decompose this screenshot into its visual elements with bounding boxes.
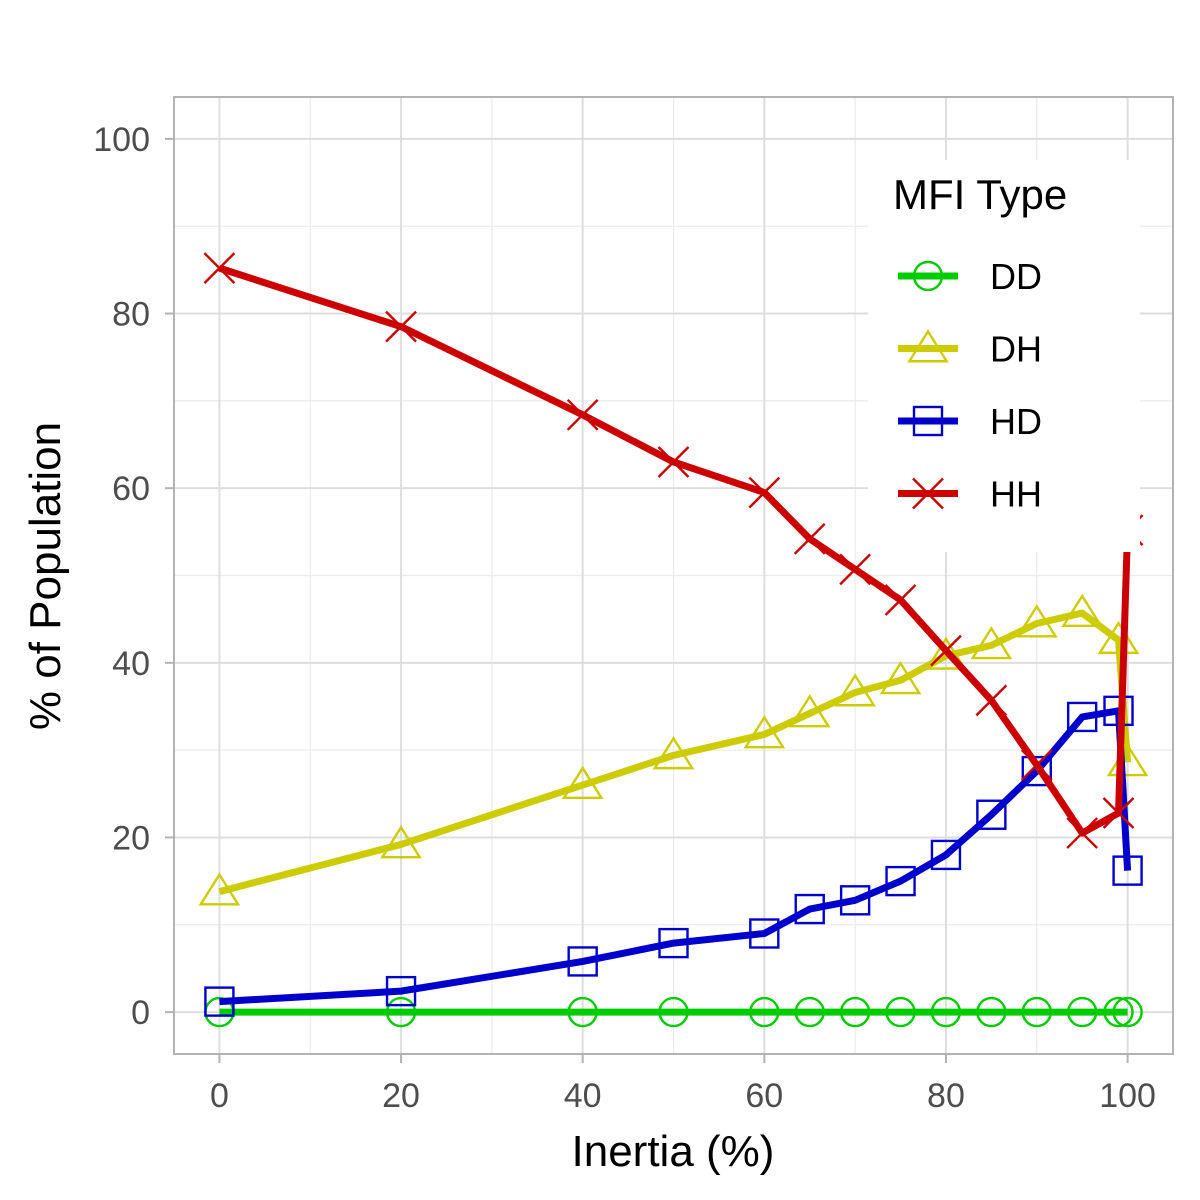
data-point-dh xyxy=(743,715,786,749)
x-axis-title: Inertia (%) xyxy=(572,1127,775,1176)
x-tick-label: 0 xyxy=(210,1077,229,1115)
legend-key-marker xyxy=(912,260,944,292)
data-point-hh xyxy=(1066,817,1099,849)
x-tick-label: 80 xyxy=(927,1077,965,1115)
data-point-hd xyxy=(567,946,598,977)
y-tick-label: 80 xyxy=(112,296,150,334)
y-axis: 0 20 40 60 80 100 xyxy=(93,121,174,1032)
x-axis: 0 20 40 60 80 100 xyxy=(210,1054,1156,1115)
data-point-dd xyxy=(1112,996,1143,1028)
legend-key-marker xyxy=(912,405,944,437)
series-hd xyxy=(204,695,1143,1017)
legend: MFI Type DD DH HD HH xyxy=(868,160,1140,552)
data-point-dh xyxy=(1015,604,1058,638)
data-point-dd xyxy=(885,996,916,1028)
data-point-dd xyxy=(930,996,962,1028)
y-tick-label: 100 xyxy=(93,121,150,159)
data-point-hh xyxy=(930,634,962,667)
data-point-hh xyxy=(1020,749,1053,781)
data-point-hd xyxy=(1021,755,1052,787)
x-tick-label: 20 xyxy=(382,1077,420,1115)
data-point-dd xyxy=(839,996,871,1028)
legend-label: HD xyxy=(990,401,1042,442)
data-point-dd xyxy=(1103,996,1134,1028)
data-point-hd xyxy=(976,799,1007,830)
data-point-dd xyxy=(658,996,689,1028)
data-point-hh xyxy=(385,310,417,343)
legend-item-hd: HD xyxy=(898,401,1042,442)
data-point-dd xyxy=(385,996,417,1028)
data-point-hh xyxy=(793,522,826,555)
data-point-hh xyxy=(975,684,1008,717)
y-tick-label: 20 xyxy=(112,819,150,857)
data-point-hh xyxy=(566,398,599,431)
data-point-hd xyxy=(1112,855,1143,886)
data-point-hh xyxy=(884,584,917,616)
x-tick-label: 40 xyxy=(564,1077,602,1115)
legend-label: DH xyxy=(990,329,1042,370)
data-point-dh xyxy=(561,765,604,800)
data-point-hd xyxy=(839,885,871,916)
legend-item-hh: HH xyxy=(898,474,1042,515)
data-point-dh xyxy=(925,636,967,670)
data-point-dh xyxy=(652,736,695,770)
legend-title: MFI Type xyxy=(893,171,1067,218)
legend-items: DD DH HD HH xyxy=(898,256,1042,515)
y-tick-label: 40 xyxy=(112,645,150,683)
data-point-hd xyxy=(885,865,916,897)
data-point-hd xyxy=(204,986,235,1017)
data-point-dd xyxy=(1021,996,1052,1028)
data-point-hd xyxy=(658,927,689,959)
data-point-dd xyxy=(794,996,825,1028)
y-axis-title: % of Population xyxy=(21,422,70,730)
data-point-hd xyxy=(794,893,825,925)
series-dd xyxy=(204,996,1143,1028)
data-point-dh xyxy=(198,872,241,906)
data-point-dd xyxy=(1066,996,1098,1028)
series-line-hh xyxy=(218,264,1132,837)
data-point-hh xyxy=(203,252,236,284)
legend-key-marker xyxy=(912,477,944,510)
data-point-dd xyxy=(976,996,1007,1028)
data-point-dh xyxy=(1097,620,1140,655)
data-point-hd xyxy=(1066,701,1098,733)
data-point-dd xyxy=(749,996,780,1028)
legend-item-dh: DH xyxy=(898,329,1042,370)
series-layer xyxy=(198,252,1149,1028)
legend-item-dd: DD xyxy=(898,256,1042,297)
data-point-hd xyxy=(749,918,780,949)
data-point-hh xyxy=(1102,797,1135,829)
series-line-dh xyxy=(218,609,1132,895)
y-tick-label: 60 xyxy=(112,470,150,508)
data-point-dh xyxy=(879,661,922,695)
y-tick-label: 0 xyxy=(131,994,150,1032)
data-point-hh xyxy=(748,476,781,509)
data-point-dh xyxy=(970,626,1013,660)
legend-label: DD xyxy=(990,256,1042,297)
data-point-hd xyxy=(930,839,962,871)
data-point-dh xyxy=(834,673,877,707)
data-point-hh xyxy=(839,553,871,586)
data-point-dh xyxy=(380,825,422,859)
data-point-hd xyxy=(385,975,417,1007)
x-tick-label: 60 xyxy=(745,1077,783,1115)
data-point-dh xyxy=(1061,593,1104,627)
data-point-hh xyxy=(657,446,690,478)
legend-key-marker xyxy=(907,329,949,363)
data-point-dd xyxy=(567,996,598,1028)
data-point-dh xyxy=(788,694,831,728)
x-tick-label: 100 xyxy=(1099,1077,1156,1115)
plot-panel-border xyxy=(173,96,1174,1055)
legend-label: HH xyxy=(990,474,1042,515)
